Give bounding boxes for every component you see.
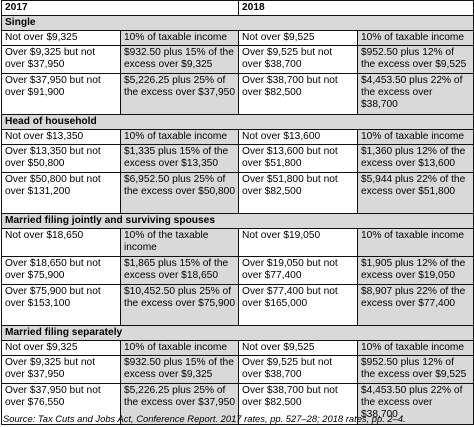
income-range-2018: Not over $19,050	[238, 228, 359, 257]
income-range-2018: Not over $9,525	[238, 30, 359, 46]
section-title: Single	[0, 15, 474, 31]
header-2017: 2017	[0, 0, 240, 16]
table-row: Over $37,950 but not over $91,900 $5,226.…	[1, 73, 474, 115]
tax-rate-2018: $4,453.50 plus 22% of the excess over $3…	[357, 73, 474, 115]
tax-rate-2017: $932.50 plus 15% of the excess over $9,3…	[119, 45, 240, 74]
tax-rate-2017: $932.50 plus 15% of the excess over $9,3…	[119, 355, 240, 384]
income-range-2017: Over $75,900 but not over $153,100	[1, 284, 121, 326]
income-range-2017: Over $37,950 but not over $91,900	[1, 73, 121, 115]
tax-rate-2017: 10% of the taxable income	[119, 228, 240, 257]
income-range-2017: Over $37,950 but not over $76,550	[1, 383, 121, 425]
section-header-single: Single	[0, 15, 474, 31]
tax-rate-2018: 10% of taxable income	[357, 228, 474, 257]
tax-rate-2018: 10% of taxable income	[357, 340, 474, 356]
section-header-married-filing-jointly-and-surviving-spouses: Married filing jointly and surviving spo…	[0, 213, 474, 229]
table-row: Over $9,325 but not over $37,950 $932.50 …	[1, 355, 474, 384]
income-range-2017: Not over $9,325	[1, 30, 121, 46]
section-title: Head of household	[0, 114, 474, 130]
income-range-2017: Over $9,325 but not over $37,950	[1, 355, 121, 384]
tax-rate-2017: 10% of taxable income	[119, 129, 240, 145]
tax-rate-2018: $952.50 plus 12% of the excess over $9,5…	[357, 45, 474, 74]
table-row: Not over $18,650 10% of the taxable incom…	[1, 228, 474, 257]
income-range-2018: Over $77,400 but not over $165,000	[238, 284, 359, 326]
table-header-row: 2017 2018	[0, 0, 474, 16]
tax-rate-2018: $1,360 plus 12% of the excess over $13,6…	[357, 144, 474, 173]
tax-rate-2018: 10% of taxable income	[357, 129, 474, 145]
section-title: Married filing jointly and surviving spo…	[0, 213, 474, 229]
tax-rate-2018: 10% of taxable income	[357, 30, 474, 46]
tax-rate-2017: $1,335 plus 15% of the excess over $13,3…	[119, 144, 240, 173]
income-range-2018: Not over $13,600	[238, 129, 359, 145]
income-range-2017: Over $50,800 but not over $131,200	[1, 172, 121, 214]
tax-rate-2017: $6,952.50 plus 25% of the excess over $5…	[119, 172, 240, 214]
income-range-2017: Not over $13,350	[1, 129, 121, 145]
table-row: Not over $13,350 10% of taxable income Not…	[1, 129, 474, 145]
income-range-2017: Over $13,350 but not over $50,800	[1, 144, 121, 173]
section-header-married-filing-separately: Married filing separately	[0, 325, 474, 341]
table-row: Not over $9,325 10% of taxable income Not …	[1, 30, 474, 46]
section-header-head-of-household: Head of household	[0, 114, 474, 130]
tax-rate-2017: $1,865 plus 15% of the excess over $18,6…	[119, 256, 240, 285]
table-row: Not over $9,325 10% of taxable income Not …	[1, 340, 474, 356]
tax-rate-2017: 10% of taxable income	[119, 340, 240, 356]
header-2018: 2018	[238, 0, 474, 16]
source-note: Source: Tax Cuts and Jobs Act, Conferenc…	[3, 413, 406, 424]
income-range-2018: Over $51,800 but not over $82,500	[238, 172, 359, 214]
income-range-2017: Over $18,650 but not over $75,900	[1, 256, 121, 285]
income-range-2018: Over $9,525 but not over $38,700	[238, 45, 359, 74]
income-range-2018: Over $19,050 but not over $77,400	[238, 256, 359, 285]
income-range-2017: Not over $18,650	[1, 228, 121, 257]
tax-rate-2017: 10% of taxable income	[119, 30, 240, 46]
tax-rate-2018: $5,944 plus 22% of the excess over $51,8…	[357, 172, 474, 214]
table-row: Over $75,900 but not over $153,100 $10,45…	[1, 284, 474, 326]
tax-rate-2017: $10,452.50 plus 25% of the excess over $…	[119, 284, 240, 326]
income-range-2018: Over $13,600 but not over $51,800	[238, 144, 359, 173]
income-range-2018: Over $9,525 but not over $38,700	[238, 355, 359, 384]
table-row: Over $50,800 but not over $131,200 $6,952…	[1, 172, 474, 214]
income-range-2017: Not over $9,325	[1, 340, 121, 356]
table-row: Over $37,950 but not over $76,550 $5,226.…	[1, 383, 474, 425]
table-row: Over $13,350 but not over $50,800 $1,335 …	[1, 144, 474, 173]
income-range-2017: Over $9,325 but not over $37,950	[1, 45, 121, 74]
tax-rate-2017: $5,226.25 plus 25% of the excess over $3…	[119, 73, 240, 115]
income-range-2018: Not over $9,525	[238, 340, 359, 356]
tax-rate-2018: $952.50 plus 12% of the excess over $9,5…	[357, 355, 474, 384]
tax-rate-2018: $1,905 plus 12% of the excess over $19,0…	[357, 256, 474, 285]
table-row: Over $18,650 but not over $75,900 $1,865 …	[1, 256, 474, 285]
tax-rate-2018: $8,907 plus 22% of the excess over $77,4…	[357, 284, 474, 326]
table-row: Over $9,325 but not over $37,950 $932.50 …	[1, 45, 474, 74]
income-range-2018: Over $38,700 but not over $82,500	[238, 73, 359, 115]
tax-rate-2018: $4,453.50 plus 22% of the excess over $3…	[357, 383, 474, 425]
tax-rate-2017: $5,226.25 plus 25% of the excess over $3…	[119, 383, 240, 425]
section-title: Married filing separately	[0, 325, 474, 341]
